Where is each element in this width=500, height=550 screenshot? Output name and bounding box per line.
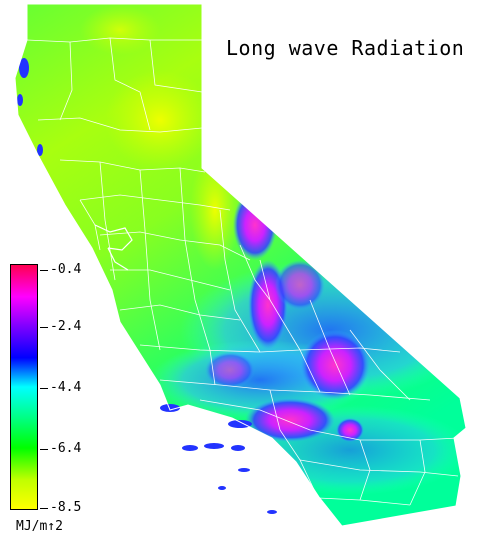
county-boundaries: [26, 37, 459, 506]
map-title: Long wave Radiation: [226, 36, 465, 60]
colorbar-tick-label: -2.4: [50, 319, 82, 334]
colorbar-unit: MJ/m↑2: [16, 519, 63, 534]
state-outline: [14, 3, 467, 527]
colorbar-tick-label: -0.4: [50, 262, 82, 277]
colorbar-tick: [40, 508, 48, 509]
colorbar-tick: [40, 449, 48, 450]
colorbar: [10, 264, 38, 510]
colorbar-tick: [40, 388, 48, 389]
colorbar-tick-label: -4.4: [50, 380, 82, 395]
coast-edge: [17, 58, 252, 428]
colorbar-tick: [40, 327, 48, 328]
colorbar-tick-label: -6.4: [50, 441, 82, 456]
islands: [182, 443, 277, 514]
radiation-hotspots: [80, 5, 466, 495]
colorbar-tick-label: -8.5: [50, 500, 82, 515]
bay-area-boundaries: [94, 224, 133, 271]
colorbar-tick: [40, 270, 48, 271]
